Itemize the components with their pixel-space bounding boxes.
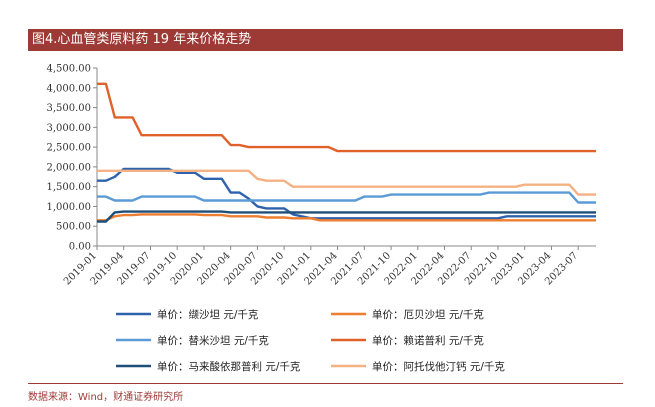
- source-note: 数据来源：Wind，财通证券研究所: [28, 392, 184, 403]
- y-tick-label: 2,500.00: [46, 143, 91, 154]
- y-tick-label: 3,000.00: [46, 123, 91, 134]
- y-tick-label: 0.00: [69, 242, 91, 253]
- y-tick-label: 2,000.00: [46, 162, 91, 173]
- y-tick-label: 500.00: [56, 222, 91, 233]
- legend-label-1: 单价：缬沙坦 元/千克: [157, 308, 259, 321]
- y-tick-label: 4,500.00: [46, 64, 91, 75]
- y-tick-label: 4,000.00: [46, 83, 91, 94]
- y-tick-label: 1,500.00: [46, 182, 91, 193]
- x-axis: 2019-012019-042019-072019-102020-012020-…: [62, 245, 596, 288]
- source-divider: [28, 383, 623, 384]
- series-line-5: [97, 210, 596, 223]
- series-line-4: [97, 82, 596, 153]
- y-tick-label: 3,500.00: [46, 103, 91, 114]
- legend-label-5: 单价：马来酸依那普利 元/千克: [157, 360, 301, 373]
- series-line-2: [97, 213, 596, 222]
- chart-title: 图4.心血管类原料药 19 年来价格走势: [28, 29, 623, 51]
- legend-label-4: 单价：赖诺普利 元/千克: [372, 334, 484, 347]
- y-axis: 0.00 500.00 1,000.00 1,500.00 2,000.00 2,500.…: [46, 64, 98, 253]
- series-lines: [97, 82, 596, 223]
- series-line-6: [97, 169, 596, 196]
- legend-label-6: 单价：阿托伐他汀钙 元/千克: [372, 360, 505, 373]
- legend-label-2: 单价：厄贝沙坦 元/千克: [372, 308, 484, 321]
- series-line-3: [97, 191, 596, 204]
- y-tick-label: 1,000.00: [46, 202, 91, 213]
- legend-label-3: 单价：替米沙坦 元/千克: [157, 334, 269, 347]
